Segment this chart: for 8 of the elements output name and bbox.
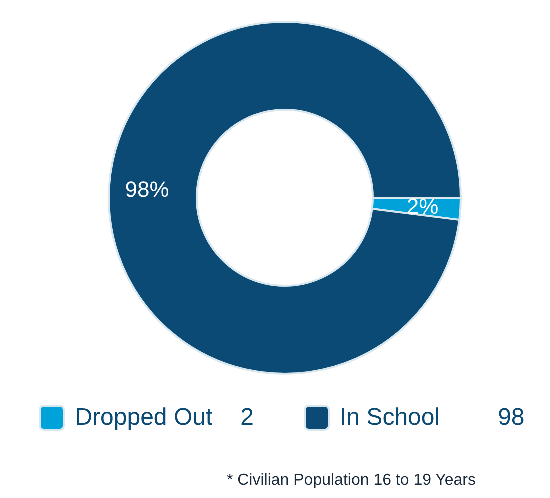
text: 2 [240, 404, 254, 431]
legend-label: In School [340, 404, 440, 432]
data-label: 2% [406, 194, 439, 220]
data-label: 98% [125, 176, 170, 202]
donut-slice [108, 21, 462, 375]
legend-label: Dropped Out [75, 404, 213, 432]
text: * Civilian Population 16 to 19 Years [226, 472, 476, 490]
text: 98 [498, 404, 525, 431]
